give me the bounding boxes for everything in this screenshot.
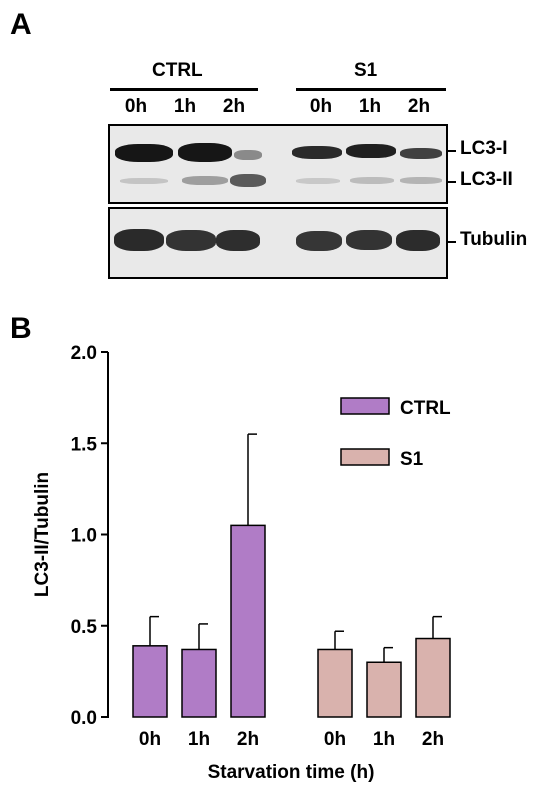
- tubulin-band: [396, 230, 440, 251]
- band-label-lc3-i: LC3-I: [460, 138, 508, 159]
- lane-label: 1h: [358, 96, 382, 117]
- lane-label: 2h: [222, 96, 246, 117]
- x-tick-label: 1h: [188, 729, 210, 750]
- y-axis-label: LC3-II/Tubulin: [32, 472, 53, 597]
- lc3-i-band: [178, 143, 232, 162]
- y-tick-label: 1.0: [71, 526, 97, 547]
- y-tick-label: 0.5: [71, 617, 98, 638]
- tubulin-band: [346, 230, 392, 250]
- bar: [317, 648, 353, 718]
- x-axis-label: Starvation time (h): [208, 762, 375, 783]
- lane-label: 2h: [407, 96, 431, 117]
- band-label-lc3-ii: LC3-II: [460, 169, 513, 190]
- x-tick-label: 2h: [237, 729, 259, 750]
- x-tick-label: 0h: [324, 729, 346, 750]
- group-label-s1: S1: [354, 60, 378, 81]
- y-tick-label: 1.5: [71, 434, 98, 455]
- lane-label: 0h: [309, 96, 333, 117]
- bar: [230, 524, 266, 718]
- tubulin-blot: [108, 207, 448, 279]
- lane-label: 0h: [124, 96, 148, 117]
- lc3-i-band: [346, 144, 396, 158]
- tubulin-band: [166, 230, 216, 251]
- lc3-i-band: [400, 148, 442, 159]
- tubulin-band: [296, 231, 342, 251]
- legend-label: S1: [400, 449, 424, 470]
- x-tick-label: 1h: [373, 729, 395, 750]
- bar: [181, 648, 217, 718]
- tubulin-marker: [448, 241, 456, 243]
- lc3-ii-band: [400, 177, 442, 184]
- panel-b-letter: B: [10, 312, 32, 345]
- band-label-tubulin: Tubulin: [460, 229, 528, 250]
- group-line-s1: [296, 88, 446, 91]
- group-line-ctrl: [110, 88, 258, 91]
- tubulin-band: [114, 229, 164, 251]
- legend-swatch: [340, 448, 390, 466]
- lc3-ii-band: [350, 177, 394, 184]
- lc3-i-marker: [448, 150, 456, 152]
- lc3-ii-marker: [448, 181, 456, 183]
- lane-label: 1h: [173, 96, 197, 117]
- bar: [415, 637, 451, 718]
- y-tick-label: 2.0: [71, 343, 97, 364]
- lc3-ii-band: [182, 176, 228, 185]
- lc3-i-band: [234, 150, 262, 160]
- tubulin-band: [216, 230, 260, 251]
- legend-swatch: [340, 397, 390, 415]
- lc3-ii-band: [120, 178, 168, 184]
- bar: [132, 645, 168, 718]
- y-tick-label: 0.0: [71, 708, 97, 729]
- lc3-i-band: [292, 146, 342, 159]
- legend-label: CTRL: [400, 398, 451, 419]
- lc3-ii-band: [230, 174, 266, 187]
- group-label-ctrl: CTRL: [152, 60, 203, 81]
- x-tick-label: 2h: [422, 729, 444, 750]
- panel-a-letter: A: [10, 8, 32, 41]
- bar: [366, 661, 402, 718]
- x-tick-label: 0h: [139, 729, 161, 750]
- lc3-i-band: [115, 144, 173, 162]
- lc3-blot: [108, 124, 448, 204]
- lc3-ii-band: [296, 178, 340, 184]
